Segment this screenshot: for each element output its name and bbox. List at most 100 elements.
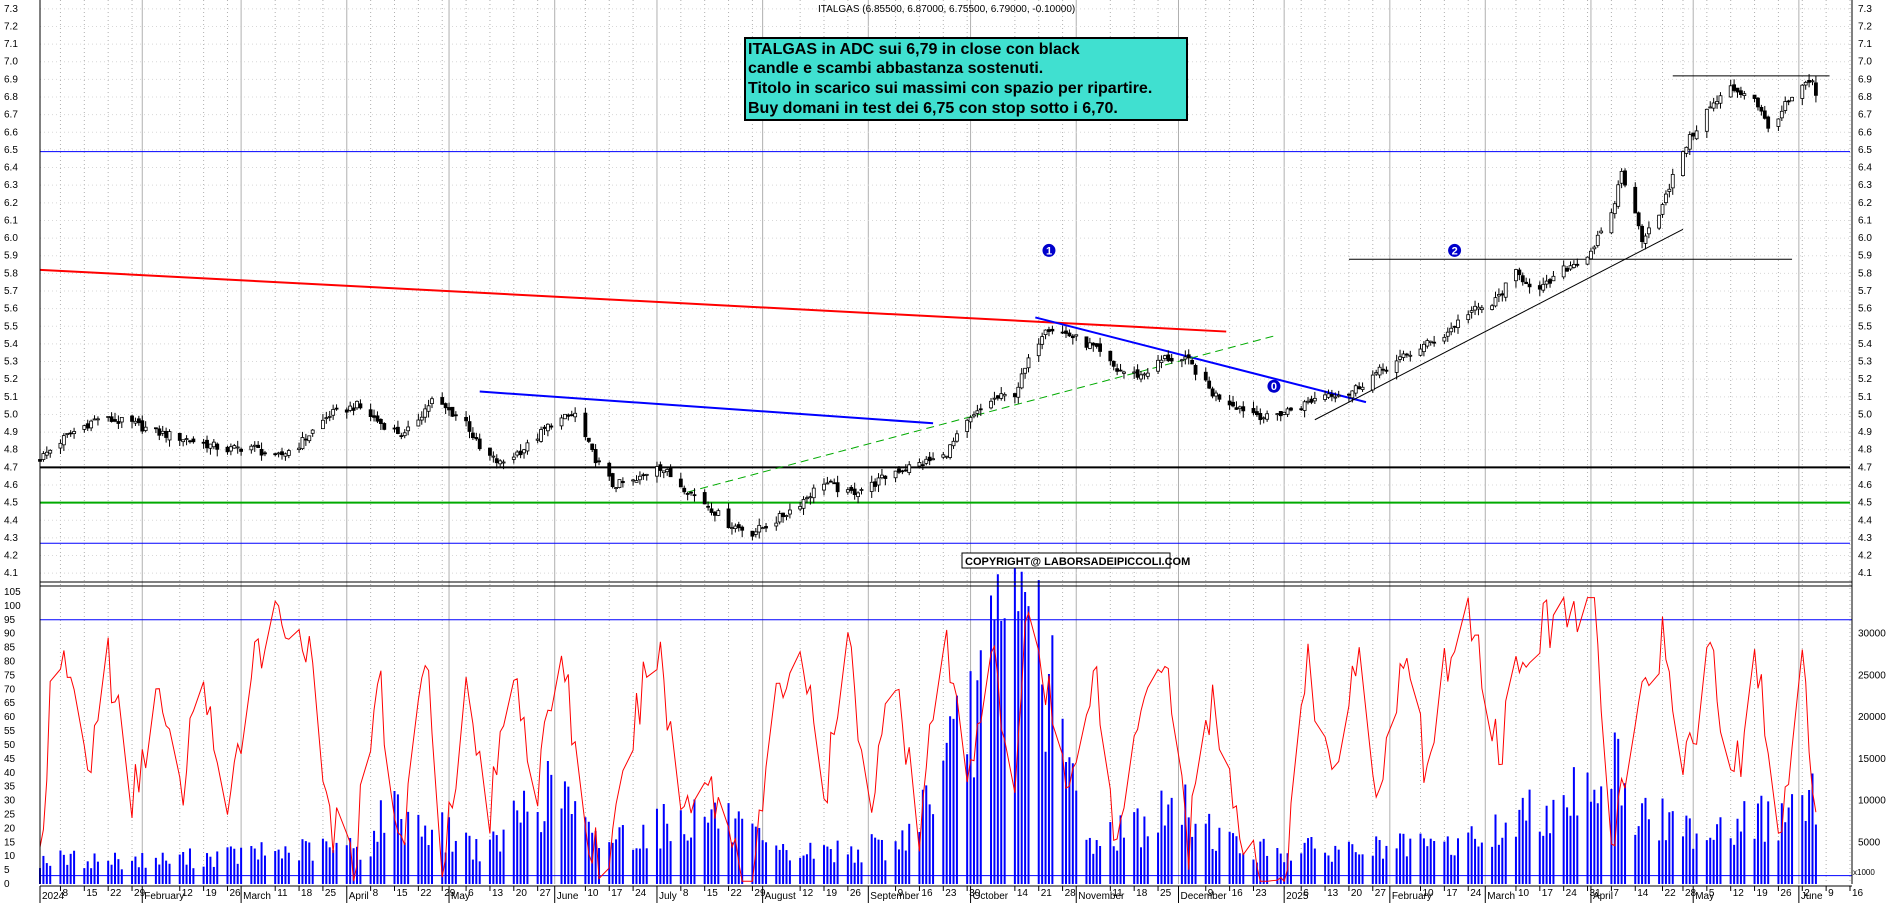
candle-body xyxy=(1776,118,1781,127)
candle-body xyxy=(276,452,281,455)
candle-body xyxy=(1500,293,1505,296)
candle-body xyxy=(709,508,714,513)
candle-body xyxy=(900,470,905,473)
candle-body xyxy=(716,510,721,516)
candle-body xyxy=(440,397,445,405)
time-tick-label: 17 xyxy=(1542,888,1554,899)
candle-body xyxy=(477,438,482,450)
price-tick-label-left: 4.7 xyxy=(4,462,18,473)
candle-body xyxy=(1312,397,1317,402)
price-tick-label-left: 7.0 xyxy=(4,57,18,68)
candle-body xyxy=(392,427,397,430)
time-tick-label: March xyxy=(1487,891,1515,902)
candle-body xyxy=(41,453,46,460)
candle-body xyxy=(1657,214,1662,229)
candle-body xyxy=(355,400,359,409)
copyright-text: COPYRIGHT@ LABORSADEIPICCOLI.COM xyxy=(965,556,1190,568)
price-tick-label-left: 6.0 xyxy=(4,233,18,244)
time-tick-label: 24 xyxy=(1566,888,1578,899)
candle-body xyxy=(215,443,220,450)
candle-body xyxy=(1145,372,1150,377)
candle-body xyxy=(1616,184,1621,207)
candle-body xyxy=(1800,84,1805,99)
candle-body xyxy=(788,509,792,515)
time-tick-label: 15 xyxy=(86,888,98,899)
price-tick-label-right: 4.1 xyxy=(1858,568,1872,579)
comment-line-3: Titolo in scarico sui massimi con spazio… xyxy=(748,80,1152,97)
candle-body xyxy=(1670,174,1675,189)
volume-tick-label: 30000 xyxy=(1858,629,1886,640)
price-tick-label-right: 6.8 xyxy=(1858,92,1872,103)
candle-body xyxy=(1636,212,1641,227)
comment-box-background xyxy=(744,37,1188,121)
time-tick-label: 28 xyxy=(1065,888,1077,899)
candle-body xyxy=(1428,340,1433,343)
candle-body xyxy=(1493,297,1498,307)
candle-body xyxy=(378,418,383,424)
candle-body xyxy=(1520,275,1525,283)
price-tick-label-right: 6.0 xyxy=(1858,233,1872,244)
time-tick-label: 17 xyxy=(611,888,623,899)
candle-body xyxy=(1623,170,1627,186)
time-tick-label: May xyxy=(1695,891,1714,902)
candle-body xyxy=(634,480,639,483)
candle-body xyxy=(1060,331,1065,334)
candle-body xyxy=(1599,230,1604,234)
candle-body xyxy=(828,480,833,483)
price-tick-label-left: 6.3 xyxy=(4,180,18,191)
candle-body xyxy=(845,489,850,493)
candle-body xyxy=(549,425,554,428)
time-tick-label: 12 xyxy=(182,888,194,899)
candle-body xyxy=(1142,373,1147,376)
candle-body xyxy=(143,426,148,431)
candle-body xyxy=(1329,394,1334,397)
volume-tick-label: 10000 xyxy=(1858,796,1886,807)
price-tick-label-right: 5.4 xyxy=(1858,339,1872,350)
time-tick-label: 23 xyxy=(945,888,957,899)
time-tick-label: 18 xyxy=(1136,888,1148,899)
candle-body xyxy=(931,458,935,461)
candle-body xyxy=(1050,328,1055,332)
oscillator-tick-label: 95 xyxy=(4,615,16,626)
candle-body xyxy=(569,414,574,417)
volume-multiplier-label: x1000 xyxy=(1853,868,1875,877)
candle-body xyxy=(1309,398,1314,403)
candle-body xyxy=(903,469,908,472)
time-tick-label: February xyxy=(1392,891,1432,902)
candle-body xyxy=(978,408,983,411)
oscillator-tick-label: 90 xyxy=(4,629,16,640)
candle-body xyxy=(416,419,421,427)
time-tick-label: 11 xyxy=(1112,888,1123,899)
candle-body xyxy=(188,440,192,443)
comment-line-2: candle e scambi abbastanza sostenuti. xyxy=(748,60,1043,77)
candle-body xyxy=(1384,369,1389,372)
oscillator-tick-label: 105 xyxy=(4,587,21,598)
candle-body xyxy=(1285,408,1290,415)
candle-body xyxy=(702,492,707,505)
candle-body xyxy=(68,432,73,435)
time-tick-label: 16 xyxy=(1232,888,1244,899)
price-tick-label-left: 4.3 xyxy=(4,533,18,544)
candle-body xyxy=(334,407,339,410)
candle-body xyxy=(774,522,779,527)
candle-body xyxy=(682,487,687,493)
candle-body xyxy=(1350,390,1355,399)
candle-body xyxy=(1360,386,1365,390)
oscillator-tick-label: 20 xyxy=(4,823,16,834)
candle-body xyxy=(153,427,158,430)
candle-body xyxy=(880,474,884,479)
candle-body xyxy=(948,444,953,458)
candle-body xyxy=(44,451,49,456)
candle-body xyxy=(692,494,697,497)
candle-body xyxy=(1094,343,1099,347)
candle-body xyxy=(1016,386,1021,398)
price-tick-label-right: 4.2 xyxy=(1858,551,1872,562)
candle-body xyxy=(1193,365,1198,375)
candle-body xyxy=(1595,234,1600,246)
candle-body xyxy=(583,412,588,438)
volume-tick-label: 15000 xyxy=(1858,754,1886,765)
candle-body xyxy=(1231,401,1235,407)
candle-body xyxy=(157,428,162,436)
candle-body xyxy=(1012,393,1017,398)
candle-body xyxy=(1476,306,1481,310)
